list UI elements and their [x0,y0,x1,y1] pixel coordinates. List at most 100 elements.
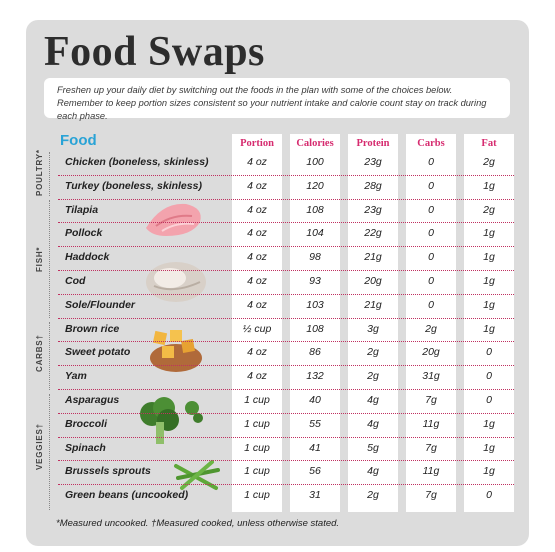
page-title: Food Swaps [44,29,265,75]
food-name: Pollock [65,227,103,240]
fat-cell: 1g [483,275,495,287]
carbs-cell: 0 [428,275,434,287]
fat-cell: 0 [486,370,492,383]
carbs-cell: 7g [425,394,437,406]
portion-cell: 4 oz [247,203,267,216]
row-divider [58,484,514,486]
row-divider [58,174,514,176]
group-label-veggies: VEGGIES† [35,423,44,470]
fat-header: Fat [481,138,497,149]
fat-cell: 1g [483,441,495,454]
protein-cell: 2g [367,370,379,383]
fat-cell: 1g [483,322,495,335]
carbs-cell: 7g [425,441,437,454]
food-name: Haddock [65,251,110,264]
carbs-cell: 0 [428,179,434,192]
protein-cell: 4g [367,417,379,430]
fat-column-bg [464,134,514,512]
protein-column-bg [348,134,398,512]
fat-cell: 1g [483,179,495,192]
fat-cell: 1g [483,465,495,478]
portion-cell: 4 oz [247,298,267,311]
portion-cell: 4 oz [247,156,267,168]
footnote: *Measured uncooked. †Measured cooked, un… [56,518,340,529]
protein-cell: 22g [364,227,382,240]
portion-cell: 4 oz [247,227,267,240]
calories-cell: 40 [309,394,321,406]
calories-cell: 108 [306,203,324,216]
portion-cell: 1 cup [244,394,270,406]
protein-header: Protein [356,138,390,149]
food-column-header: Food [60,132,97,149]
portion-cell: 4 oz [247,179,267,192]
portion-header: Portion [240,138,274,149]
food-name: Sole/Flounder [65,298,136,311]
food-name: Asparagus [65,394,120,406]
carbs-cell: 2g [425,322,437,335]
calories-cell: 86 [309,346,321,359]
carbs-cell: 31g [422,370,440,383]
protein-cell: 2g [367,489,379,502]
food-name: Brussels sprouts [65,465,151,478]
cod-fillet-image [146,262,206,302]
carbs-cell: 11g [422,465,440,478]
group-label-carbs: CARBS† [35,334,44,372]
carbs-cell: 0 [428,227,434,240]
carbs-cell: 7g [425,489,437,502]
protein-cell: 21g [364,298,382,311]
row-divider [58,293,514,295]
portion-cell: 4 oz [247,251,267,264]
intro-text: Freshen up your daily diet by switching … [44,78,510,121]
group-divider [49,322,50,390]
fat-cell: 0 [486,394,492,406]
calories-cell: 120 [306,179,324,192]
sweet-potato-image [150,330,202,372]
protein-cell: 23g [364,203,382,216]
portion-cell: 4 oz [247,346,267,359]
carbs-column-bg [406,134,456,512]
food-name: Spinach [65,441,106,454]
calories-cell: 108 [306,322,324,335]
calories-column-bg [290,134,340,512]
calories-cell: 98 [309,251,321,264]
group-divider [49,394,50,510]
calories-header: Calories [296,138,334,149]
calories-cell: 55 [309,417,321,430]
food-name: Green beans (uncooked) [65,489,189,502]
food-name: Turkey (boneless, skinless) [65,179,202,192]
calories-cell: 41 [309,441,321,454]
group-label-fish: FISH* [35,246,44,272]
fat-cell: 2g [483,203,495,216]
row-divider [58,436,514,438]
row-divider [58,246,514,248]
row-divider [58,460,514,462]
food-name: Tilapia [65,203,99,216]
food-name: Brown rice [65,322,120,335]
row-divider [58,222,514,224]
group-divider [49,200,50,318]
protein-cell: 5g [367,441,379,454]
portion-cell: ½ cup [242,322,272,335]
protein-cell: 28g [364,179,382,192]
calories-cell: 132 [306,370,324,383]
group-label-poultry: POULTRY* [35,149,44,196]
fat-cell: 2g [483,156,495,168]
fat-cell: 0 [486,489,492,502]
calories-cell: 31 [309,489,321,502]
portion-column-bg [232,134,282,512]
protein-cell: 20g [364,275,382,287]
calories-cell: 104 [306,227,324,240]
row-divider [58,270,514,271]
food-name: Chicken (boneless, skinless) [65,156,209,168]
broccoli-image [140,397,203,444]
fat-cell: 1g [483,251,495,264]
portion-cell: 4 oz [247,370,267,383]
row-divider [58,365,514,367]
calories-cell: 93 [309,275,321,287]
food-name: Sweet potato [65,346,131,359]
carbs-cell: 20g [422,346,440,359]
row-divider [58,341,514,343]
row-divider [58,317,514,319]
portion-cell: 1 cup [244,417,270,430]
fat-cell: 1g [483,417,495,430]
